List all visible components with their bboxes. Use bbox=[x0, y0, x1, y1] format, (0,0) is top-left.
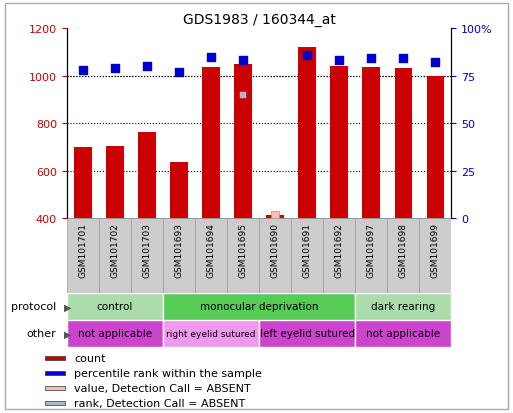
Bar bbox=[323, 219, 355, 293]
Point bbox=[271, 212, 279, 218]
Text: right eyelid sutured: right eyelid sutured bbox=[166, 329, 255, 338]
Bar bbox=[195, 219, 227, 293]
Bar bbox=[234, 65, 252, 219]
Text: value, Detection Call = ABSENT: value, Detection Call = ABSENT bbox=[74, 383, 251, 393]
Point bbox=[78, 67, 87, 74]
Bar bbox=[427, 76, 444, 219]
Bar bbox=[163, 293, 355, 320]
Bar bbox=[420, 219, 451, 293]
Point bbox=[399, 56, 407, 63]
Bar bbox=[259, 320, 355, 347]
Point bbox=[431, 60, 440, 66]
Text: GSM101695: GSM101695 bbox=[239, 223, 248, 278]
Text: ▶: ▶ bbox=[64, 328, 72, 339]
Bar bbox=[98, 219, 131, 293]
Point bbox=[175, 69, 183, 76]
Bar bbox=[163, 320, 259, 347]
Point bbox=[111, 66, 119, 72]
Text: GSM101701: GSM101701 bbox=[78, 223, 87, 278]
Bar bbox=[363, 68, 380, 219]
Text: ▶: ▶ bbox=[64, 301, 72, 312]
Text: GSM101694: GSM101694 bbox=[206, 223, 215, 278]
Bar bbox=[45, 371, 65, 375]
Bar bbox=[106, 147, 124, 219]
Text: protocol: protocol bbox=[11, 301, 56, 312]
Bar bbox=[67, 320, 163, 347]
Bar bbox=[45, 386, 65, 390]
Bar bbox=[138, 132, 155, 219]
Text: control: control bbox=[96, 301, 133, 312]
Text: count: count bbox=[74, 353, 106, 363]
Text: GSM101703: GSM101703 bbox=[142, 223, 151, 278]
Text: GSM101699: GSM101699 bbox=[431, 223, 440, 278]
Bar bbox=[355, 219, 387, 293]
Text: not applicable: not applicable bbox=[78, 328, 152, 339]
Text: monocular deprivation: monocular deprivation bbox=[200, 301, 318, 312]
Text: GSM101692: GSM101692 bbox=[334, 223, 344, 278]
Bar bbox=[394, 69, 412, 219]
Text: GSM101693: GSM101693 bbox=[174, 223, 184, 278]
Point bbox=[143, 64, 151, 70]
Text: other: other bbox=[27, 328, 56, 339]
Bar bbox=[202, 68, 220, 219]
Bar bbox=[163, 219, 195, 293]
Point bbox=[207, 54, 215, 61]
Bar bbox=[299, 48, 316, 219]
Bar bbox=[131, 219, 163, 293]
Text: not applicable: not applicable bbox=[366, 328, 440, 339]
Point bbox=[335, 58, 343, 64]
Bar bbox=[355, 293, 451, 320]
Text: left eyelid sutured: left eyelid sutured bbox=[260, 328, 354, 339]
Bar bbox=[67, 219, 98, 293]
Bar bbox=[227, 219, 259, 293]
Bar bbox=[259, 219, 291, 293]
Bar bbox=[291, 219, 323, 293]
Bar bbox=[74, 147, 91, 219]
Text: GSM101690: GSM101690 bbox=[270, 223, 280, 278]
Bar bbox=[45, 356, 65, 360]
Text: GSM101697: GSM101697 bbox=[367, 223, 376, 278]
Bar bbox=[67, 293, 163, 320]
Text: GSM101698: GSM101698 bbox=[399, 223, 408, 278]
Text: GSM101702: GSM101702 bbox=[110, 223, 120, 278]
Text: rank, Detection Call = ABSENT: rank, Detection Call = ABSENT bbox=[74, 398, 246, 408]
Text: GSM101691: GSM101691 bbox=[303, 223, 312, 278]
Bar bbox=[330, 67, 348, 219]
Bar bbox=[266, 215, 284, 219]
Bar bbox=[387, 219, 420, 293]
Bar bbox=[45, 401, 65, 405]
Text: percentile rank within the sample: percentile rank within the sample bbox=[74, 368, 262, 378]
Point bbox=[239, 58, 247, 64]
Text: dark rearing: dark rearing bbox=[371, 301, 436, 312]
Title: GDS1983 / 160344_at: GDS1983 / 160344_at bbox=[183, 12, 336, 26]
Bar bbox=[355, 320, 451, 347]
Bar bbox=[170, 162, 188, 219]
Point bbox=[239, 92, 247, 99]
Point bbox=[367, 56, 376, 63]
Point bbox=[303, 52, 311, 59]
